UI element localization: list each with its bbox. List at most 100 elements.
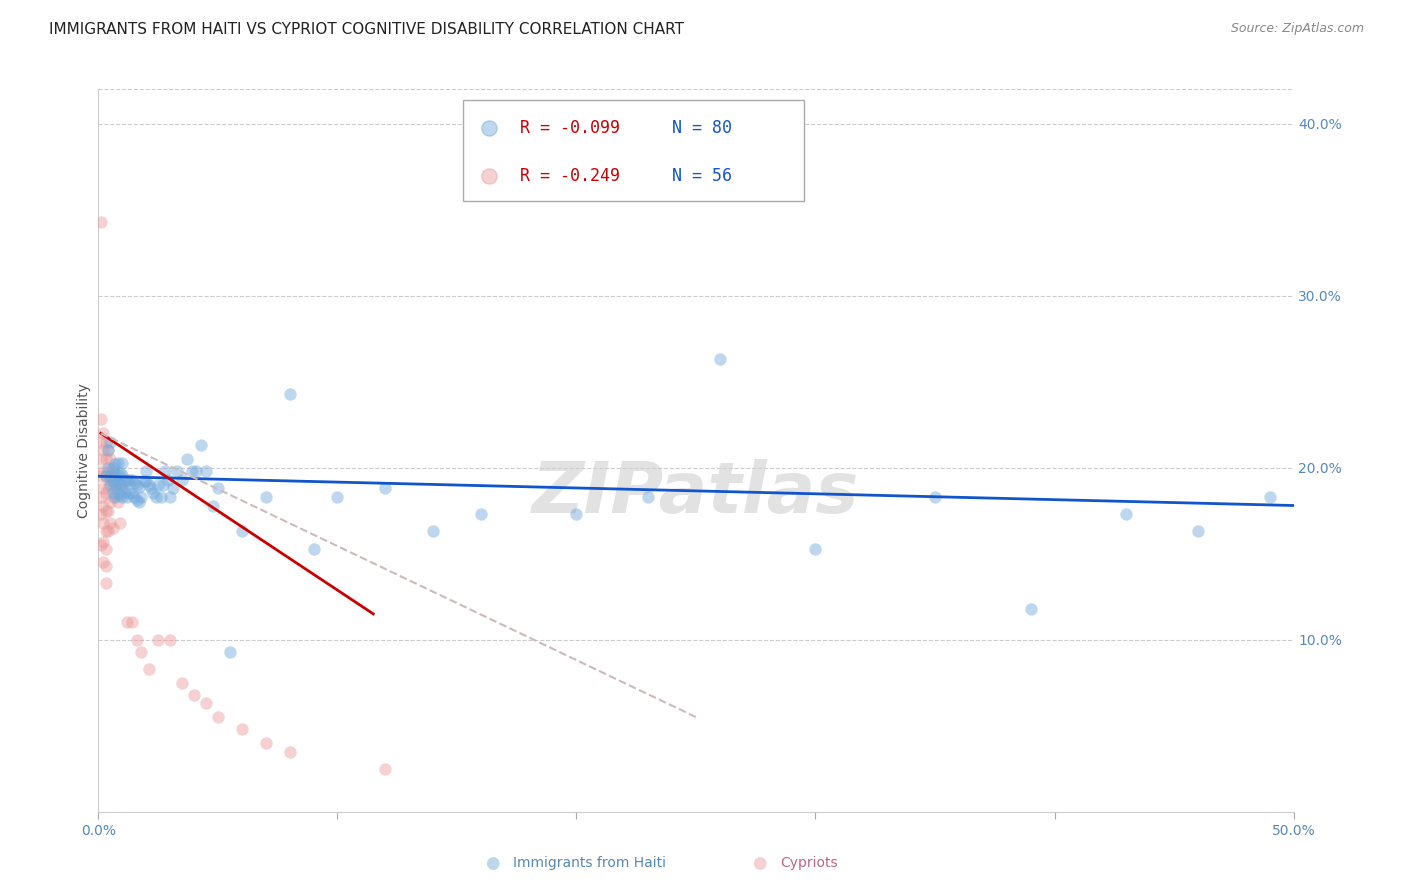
Text: ●: ●	[485, 855, 499, 872]
Point	[145, 490, 167, 504]
Point	[128, 495, 150, 509]
Point	[190, 438, 212, 452]
Point	[470, 507, 492, 521]
Point	[135, 475, 157, 489]
Point	[94, 486, 117, 500]
Point	[121, 473, 143, 487]
Point	[90, 490, 112, 504]
Point	[186, 464, 208, 478]
Point	[302, 541, 325, 556]
Point	[278, 386, 301, 401]
Point	[152, 478, 174, 492]
Point	[128, 480, 150, 494]
Point	[135, 464, 157, 478]
Point	[111, 490, 134, 504]
Text: Immigrants from Haiti: Immigrants from Haiti	[513, 856, 666, 871]
Point	[183, 688, 205, 702]
Point	[124, 476, 146, 491]
Point	[104, 467, 127, 482]
Point	[207, 481, 229, 495]
Point	[90, 469, 112, 483]
Point	[132, 475, 155, 489]
Point	[98, 473, 122, 487]
Point	[97, 460, 120, 475]
Point	[125, 632, 148, 647]
Point	[1019, 601, 1042, 615]
Point	[195, 464, 218, 478]
Point	[108, 466, 131, 480]
Point	[125, 493, 148, 508]
Point	[91, 481, 114, 495]
Point	[101, 521, 124, 535]
Point	[108, 478, 131, 492]
Point	[94, 469, 117, 483]
Text: ●: ●	[752, 855, 766, 872]
Point	[94, 469, 117, 483]
Point	[94, 524, 117, 539]
Point	[97, 503, 120, 517]
Text: Source: ZipAtlas.com: Source: ZipAtlas.com	[1230, 22, 1364, 36]
Point	[90, 412, 112, 426]
Point	[101, 486, 124, 500]
Text: N = 80: N = 80	[672, 120, 733, 137]
Text: R = -0.099: R = -0.099	[520, 120, 620, 137]
Point	[107, 495, 129, 509]
Point	[115, 475, 138, 489]
Point	[637, 490, 659, 504]
Point	[90, 538, 112, 552]
Point	[94, 558, 117, 573]
Point	[94, 452, 117, 467]
Point	[108, 516, 131, 530]
Point	[114, 484, 136, 499]
Point	[107, 467, 129, 482]
Point	[231, 722, 253, 736]
Point	[176, 452, 198, 467]
Point	[374, 762, 396, 776]
Point	[121, 615, 143, 630]
Point	[1258, 490, 1281, 504]
Point	[125, 478, 148, 492]
Point	[118, 473, 141, 487]
Point	[91, 426, 114, 441]
Point	[924, 490, 946, 504]
Point	[91, 516, 114, 530]
Point	[149, 490, 172, 504]
Point	[202, 499, 225, 513]
Point	[172, 473, 194, 487]
Point	[195, 696, 218, 710]
Point	[114, 473, 136, 487]
Point	[101, 464, 124, 478]
Point	[91, 464, 114, 478]
Text: IMMIGRANTS FROM HAITI VS CYPRIOT COGNITIVE DISABILITY CORRELATION CHART: IMMIGRANTS FROM HAITI VS CYPRIOT COGNITI…	[49, 22, 685, 37]
Point	[138, 478, 160, 492]
Point	[97, 481, 120, 495]
Point	[104, 478, 127, 492]
Point	[565, 507, 588, 521]
Point	[90, 452, 112, 467]
Point	[111, 481, 134, 495]
Point	[94, 576, 117, 591]
Point	[98, 478, 122, 492]
Text: ZIPatlas: ZIPatlas	[533, 459, 859, 528]
Point	[104, 457, 127, 471]
Point	[804, 541, 827, 556]
Point	[1187, 524, 1209, 539]
Point	[94, 541, 117, 556]
Point	[180, 464, 202, 478]
Point	[97, 443, 120, 458]
Point	[422, 524, 444, 539]
Point	[98, 452, 122, 467]
Point	[162, 481, 184, 495]
Point	[111, 467, 134, 482]
Point	[91, 499, 114, 513]
Point	[326, 490, 349, 504]
Point	[254, 490, 277, 504]
Point	[98, 516, 122, 530]
Point	[107, 486, 129, 500]
Point	[90, 214, 112, 228]
Text: Cypriots: Cypriots	[780, 856, 838, 871]
Point	[91, 555, 114, 569]
Point	[1115, 507, 1137, 521]
Point	[138, 662, 160, 676]
Point	[231, 524, 253, 539]
